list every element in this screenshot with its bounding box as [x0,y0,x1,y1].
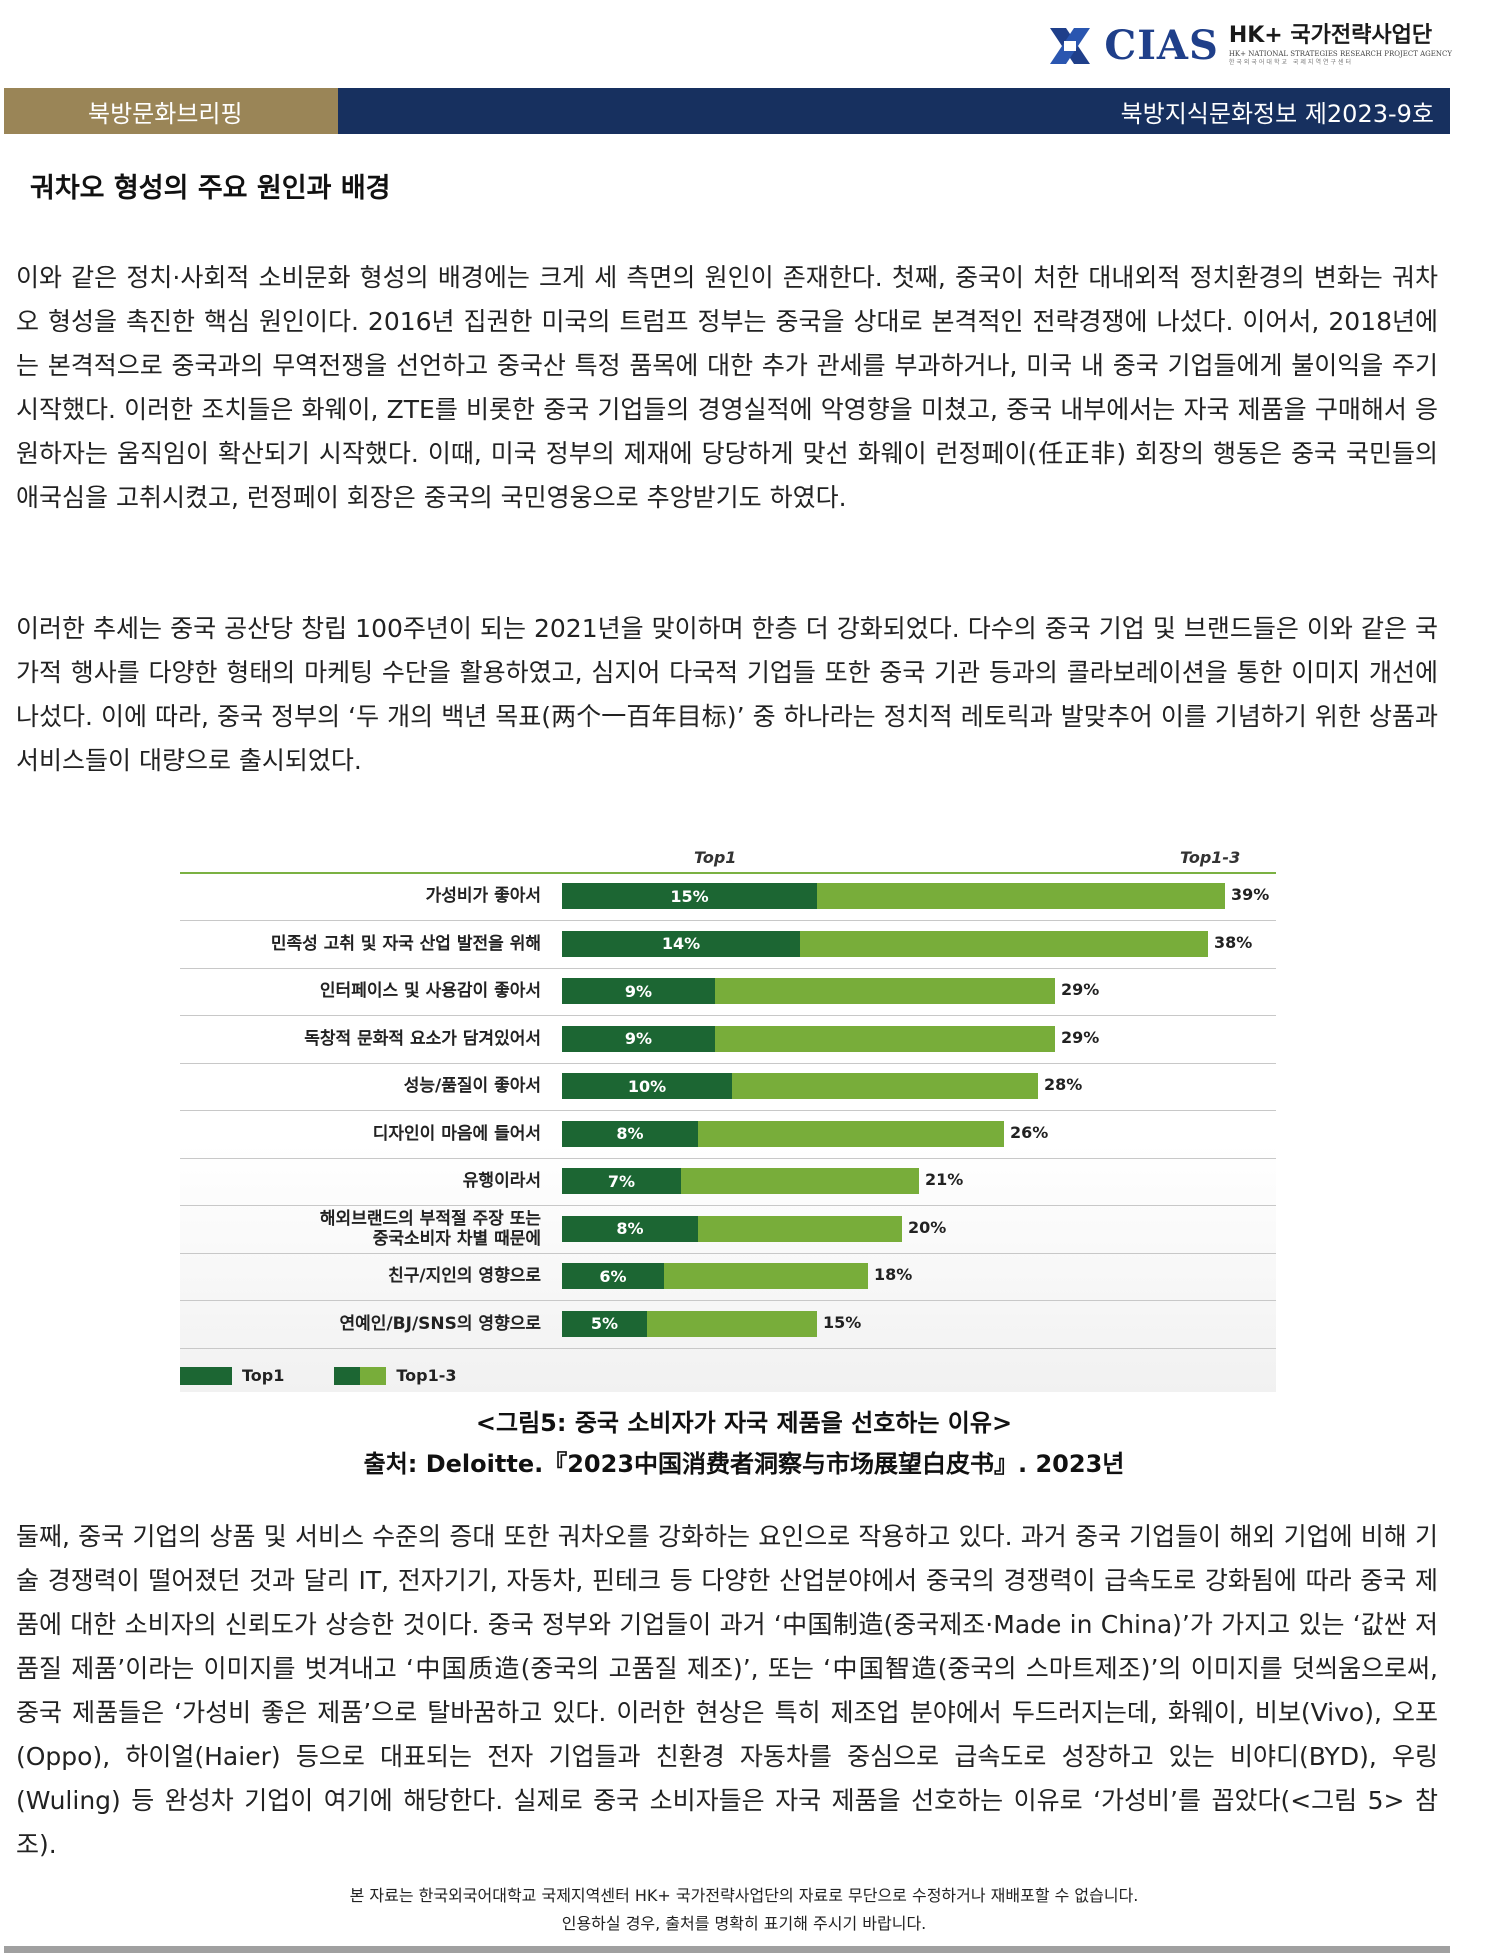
logo-cias-text: CIAS [1104,22,1219,69]
bar-top1-3-value-label: 38% [1214,932,1253,952]
chart-row-separator [180,1110,1276,1111]
footer-notice: 본 자료는 한국외국어대학교 국제지역센터 HK+ 국가전략사업단의 자료로 무… [349,1886,1139,1905]
chart-category-label: 디자인이 마음에 들어서 [373,1124,541,1144]
chart-category-label-line: 디자인이 마음에 들어서 [372,1123,541,1144]
bar-top1-value-label: 10% [627,1076,667,1096]
bar-top1: 9% [562,978,715,1004]
legend-label-top1-3: Top1-3 [396,1366,457,1385]
chart-category-label-line: 유행이라서 [462,1171,541,1191]
chart-category-label: 친구/지인의 영향으로 [388,1266,541,1286]
chart-category-label: 해외브랜드의 부적절 주장 또는 중국소비자 차별 때문에 [320,1209,541,1249]
chart-row-separator [180,1157,1276,1159]
chart-category-label-line: 독창적 문화적 요소가 담겨있어서 [304,1028,541,1049]
legend-swatch-top1 [180,1366,232,1385]
bar-top1-value-label: 8% [616,1124,644,1143]
bar-top1-value-label: 5% [590,1314,619,1333]
figure-caption: <그림5: 중국 소비자가 자국 제품을 선호하는 이유> [475,1409,1013,1437]
chart-header-top1: Top1 [694,848,737,867]
preference-reasons-chart: Top1 Top1-3 가성비가 좋아서 15% 39% 민족성 고취 및 자국 산업… [180,842,1276,1392]
chart-category-label-line: 인터페이스 및 사용감이 좋아서 [319,981,541,1001]
bar-top1-value-label: 7% [607,1171,636,1191]
legend-swatch-top1-3-dark [334,1366,361,1385]
figure-source: 출처: Deloitte.『2023中国消费者洞察与市场展望白皮书』. 2023… [363,1450,1125,1478]
chart-row-separator [180,1252,1276,1254]
chart-row-separator [180,1062,1276,1064]
chart-header-top1-3: Top1-3 [1180,848,1241,867]
bar-top1-value-label: 6% [599,1266,627,1286]
bottom-rule [4,1946,1450,1953]
chart-category-label-line: 해외브랜드의 부적절 주장 또는 [319,1208,541,1229]
banner-series-label: 북방문화브리핑 [4,88,338,134]
bar-top1: 5% [562,1310,647,1337]
chart-category-label-line: 성능/품질이 좋아서 [403,1076,541,1096]
chart-category-label: 연예인/BJ/SNS의 영향으로 [340,1314,541,1334]
bar-top1: 9% [562,1025,715,1052]
bar-top1-value-label: 9% [624,1029,653,1048]
bar-top1: 10% [562,1073,732,1099]
chart-category-label: 민족성 고취 및 자국 산업 발전을 위해 [271,934,541,954]
bar-top1-3-value-label: 20% [908,1217,947,1237]
bar-top1: 8% [562,1215,698,1242]
chart-row-separator [180,920,1276,921]
logo-subtitle-korean: 한국외국어대학교 국제지역연구센터 [1228,59,1354,66]
bar-top1-3-value-label: 21% [925,1170,964,1189]
banner-issue-number: 북방지식문화정보 제2023-9호 [338,88,1450,134]
chart-category-label-line: 민족성 고취 및 자국 산업 발전을 위해 [270,933,541,954]
legend-swatch-top1-3-light [360,1366,387,1385]
chart-category-label-line: 가성비가 좋아서 [425,886,541,906]
bar-top1: 8% [562,1120,698,1147]
chart-category-label-line: 연예인/BJ/SNS의 영향으로 [339,1313,541,1334]
section-title: 궈차오 형성의 주요 원인과 배경 [30,173,391,204]
bar-top1-3-value-label: 15% [823,1312,862,1332]
bar-top1: 15% [562,883,817,909]
legend-label-top1: Top1 [242,1366,285,1385]
chart-category-label: 유행이라서 [463,1171,541,1191]
logo-subtitle: HK+ NATIONAL STRATEGIES RESEARCH PROJECT… [1228,50,1452,58]
body-paragraph-2: 이러한 추세는 중국 공산당 창립 100주년이 되는 2021년을 맞이하며 … [16,614,1438,775]
bar-top1: 7% [562,1168,681,1194]
chart-header-rule [180,872,1276,874]
footer-citation-notice: 인용하실 경우, 출처를 명확히 표기해 주시기 바랍니다. [561,1914,927,1933]
chart-background [180,842,1276,1392]
bar-top1: 14% [562,930,800,957]
chart-category-label: 가성비가 좋아서 [426,886,541,906]
body-paragraph-1: 이와 같은 정치·사회적 소비문화 형성의 배경에는 크게 세 측면의 원인이 … [16,263,1439,512]
chart-row-separator [180,1347,1276,1349]
chart-category-label: 성능/품질이 좋아서 [404,1076,541,1096]
chart-category-label-line: 친구/지인의 영향으로 [388,1266,541,1286]
bar-top1-3-value-label: 29% [1061,1027,1100,1047]
body-paragraph-3: 둘째, 중국 기업의 상품 및 서비스 수준의 증대 또한 궈차오를 강화하는 … [16,1522,1438,1859]
logo-title: HK+ 국가전략사업단 [1228,23,1433,48]
bar-top1-value-label: 8% [616,1219,644,1238]
header-logo: CIAS HK+ 국가전략사업단 HK+ NATIONAL STRATEGIES… [1046,22,1452,69]
cias-emblem-icon [1046,24,1094,68]
chart-row-separator [180,967,1276,969]
chart-legend: Top1 Top1-3 [180,1366,457,1385]
bar-top1-3-value-label: 28% [1044,1075,1083,1094]
bar-top1-3-value-label: 18% [874,1265,913,1284]
bar-top1-value-label: 14% [661,934,701,953]
chart-row-separator [180,1205,1276,1206]
chart-category-label: 인터페이스 및 사용감이 좋아서 [320,981,541,1001]
bar-top1-value-label: 9% [624,981,653,1001]
chart-category-label-line: 중국소비자 차별 때문에 [372,1228,541,1249]
chart-row-separator [180,1300,1276,1301]
bar-top1-3-value-label: 29% [1061,980,1100,999]
bar-top1-3-value-label: 26% [1010,1122,1049,1142]
bar-top1: 6% [562,1263,664,1289]
chart-row-separator [180,1015,1276,1016]
briefing-banner: 북방문화브리핑 북방지식문화정보 제2023-9호 [4,88,1450,134]
bar-top1-3-value-label: 39% [1231,885,1270,904]
bar-top1-value-label: 15% [670,886,709,906]
chart-category-label: 독창적 문화적 요소가 담겨있어서 [304,1029,541,1049]
